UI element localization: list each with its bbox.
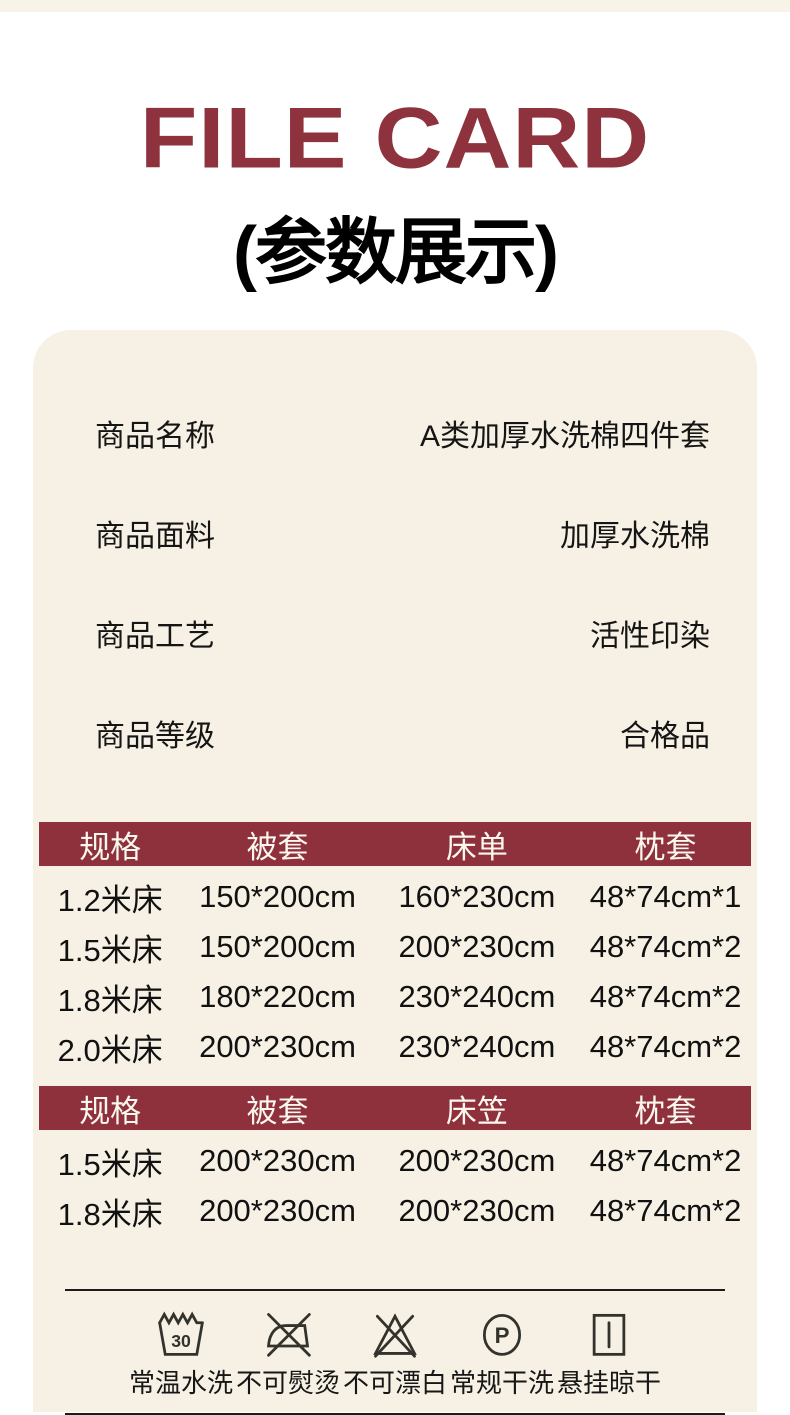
- care-item-hang-dry: 悬挂晾干: [557, 1307, 662, 1398]
- column-header: 被套: [246, 1094, 309, 1129]
- top-cream-strip: [0, 0, 790, 12]
- cell-pillow: 48*74cm*2: [589, 929, 742, 964]
- spec-card: 商品名称 A类加厚水洗棉四件套 商品面料 加厚水洗棉 商品工艺 活性印染 商品等…: [33, 330, 757, 1415]
- cell-sheet: 200*230cm: [398, 929, 556, 964]
- cell-spec: 1.8米床: [57, 1196, 163, 1232]
- table-row: 1.8米床 200*230cm 200*230cm 48*74cm*2: [39, 1186, 751, 1236]
- info-label: 商品名称: [95, 420, 215, 453]
- info-row-craft: 商品工艺 活性印染: [95, 622, 710, 652]
- column-header: 被套: [246, 830, 309, 865]
- cell-spec: 1.5米床: [57, 932, 163, 968]
- care-item-no-iron: 不可熨烫: [236, 1307, 341, 1398]
- column-header: 床笠: [445, 1094, 508, 1129]
- svg-text:30: 30: [171, 1331, 191, 1351]
- table-header-row: 规格 被套 床笠 枕套: [39, 1086, 751, 1130]
- cell-pillow: 48*74cm*2: [589, 1193, 742, 1228]
- table-row: 2.0米床 200*230cm 230*240cm 48*74cm*2: [39, 1022, 751, 1072]
- care-item-wash: 30 常温水洗: [129, 1307, 234, 1398]
- no-bleach-icon: [373, 1313, 417, 1358]
- cell-duvet: 200*230cm: [199, 1143, 356, 1178]
- column-header: 枕套: [634, 830, 697, 865]
- cell-pillow: 48*74cm*2: [589, 1143, 742, 1178]
- cell-sheet: 160*230cm: [398, 879, 556, 914]
- table-row: 1.8米床 180*220cm 230*240cm 48*74cm*2: [39, 972, 751, 1022]
- cell-pillow: 48*74cm*2: [589, 979, 742, 1014]
- size-table-fitted-sheet: 规格 被套 床笠 枕套 1.5米床 200*230cm 200*230cm 48…: [33, 1086, 757, 1236]
- cell-pillow: 48*74cm*1: [589, 879, 742, 914]
- no-iron-icon: [267, 1313, 311, 1357]
- dry-clean-p-icon: P: [482, 1313, 522, 1356]
- page-subtitle: (参数展示): [233, 213, 559, 293]
- product-info-block: 商品名称 A类加厚水洗棉四件套 商品面料 加厚水洗棉 商品工艺 活性印染 商品等…: [33, 330, 757, 752]
- svg-text:P: P: [495, 1323, 510, 1348]
- page-title: FILE CARD: [139, 89, 651, 186]
- care-label: 常温水洗: [129, 1368, 234, 1398]
- care-item-no-bleach: 不可漂白: [343, 1307, 448, 1398]
- column-header: 枕套: [634, 1094, 697, 1129]
- info-value: 合格品: [620, 720, 710, 753]
- info-value: A类加厚水洗棉四件套: [419, 420, 710, 453]
- cell-spec: 2.0米床: [57, 1032, 163, 1068]
- cell-duvet: 200*230cm: [199, 1193, 356, 1228]
- table-header-row: 规格 被套 床单 枕套: [39, 822, 751, 866]
- care-label: 不可熨烫: [236, 1368, 341, 1398]
- hang-dry-icon: [592, 1313, 626, 1356]
- care-icons-row: 30 常温水洗 不可熨烫 不可漂白: [33, 1307, 757, 1396]
- cell-sheet: 230*240cm: [398, 979, 556, 1014]
- table-body: 1.5米床 200*230cm 200*230cm 48*74cm*2 1.8米…: [33, 1130, 757, 1236]
- cell-duvet: 150*200cm: [199, 929, 356, 964]
- table-row: 1.5米床 200*230cm 200*230cm 48*74cm*2: [39, 1136, 751, 1186]
- cell-fitted: 200*230cm: [398, 1193, 556, 1228]
- info-label: 商品工艺: [95, 620, 215, 653]
- info-value: 加厚水洗棉: [560, 520, 710, 553]
- care-label: 常规干洗: [450, 1368, 555, 1398]
- cell-duvet: 150*200cm: [199, 879, 356, 914]
- info-row-grade: 商品等级 合格品: [95, 722, 710, 752]
- cell-sheet: 230*240cm: [398, 1029, 556, 1064]
- info-value: 活性印染: [590, 620, 710, 653]
- info-row-fabric: 商品面料 加厚水洗棉: [95, 522, 710, 552]
- info-row-name: 商品名称 A类加厚水洗棉四件套: [95, 422, 710, 452]
- info-label: 商品面料: [95, 520, 215, 553]
- column-header: 床单: [445, 830, 508, 865]
- cell-spec: 1.2米床: [57, 882, 163, 918]
- cell-duvet: 180*220cm: [199, 979, 356, 1014]
- table-body: 1.2米床 150*200cm 160*230cm 48*74cm*1 1.5米…: [33, 866, 757, 1072]
- care-instructions-section: 30 常温水洗 不可熨烫 不可漂白: [33, 1289, 757, 1415]
- cell-spec: 1.8米床: [57, 982, 163, 1018]
- wash-30-icon: 30: [158, 1311, 204, 1356]
- divider: [65, 1289, 725, 1291]
- table-row: 1.5米床 150*200cm 200*230cm 48*74cm*2: [39, 922, 751, 972]
- info-label: 商品等级: [95, 720, 215, 753]
- cell-spec: 1.5米床: [57, 1146, 163, 1182]
- cell-pillow: 48*74cm*2: [589, 1029, 742, 1064]
- cell-fitted: 200*230cm: [398, 1143, 556, 1178]
- column-header: 规格: [79, 830, 142, 865]
- size-table-sheet: 规格 被套 床单 枕套 1.2米床 150*200cm 160*230cm 48…: [33, 822, 757, 1072]
- care-label: 不可漂白: [343, 1368, 448, 1398]
- table-row: 1.2米床 150*200cm 160*230cm 48*74cm*1: [39, 872, 751, 922]
- column-header: 规格: [79, 1094, 142, 1129]
- cell-duvet: 200*230cm: [199, 1029, 356, 1064]
- care-item-dry-clean: P 常规干洗: [450, 1307, 555, 1398]
- care-label: 悬挂晾干: [557, 1368, 662, 1398]
